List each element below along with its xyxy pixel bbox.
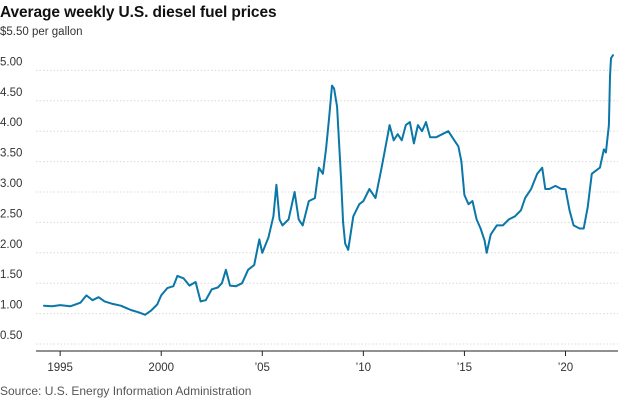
y-tick-label: 1.50: [0, 269, 22, 281]
source-note: Source: U.S. Energy Information Administ…: [0, 384, 252, 398]
y-tick-label: 1.00: [0, 300, 22, 312]
x-tick-label: ’20: [558, 362, 573, 374]
y-tick-label: 2.00: [0, 239, 22, 251]
y-tick-label: 4.50: [0, 87, 22, 99]
series-line-diesel-price: [43, 54, 614, 316]
y-tick-label: 0.50: [0, 330, 22, 342]
x-axis: 1995 2000 ’05 ’10 ’15 ’20: [36, 350, 618, 374]
gridlines: [36, 69, 618, 345]
y-tick-label: 3.00: [0, 178, 22, 190]
y-tick-label: 3.50: [0, 148, 22, 160]
chart-title: Average weekly U.S. diesel fuel prices: [0, 4, 277, 21]
x-tick-label: ’15: [457, 362, 472, 374]
x-tick-label: ’10: [356, 362, 371, 374]
series-layer: [43, 54, 614, 316]
y-tick-label: 2.50: [0, 208, 22, 220]
x-tick-label: 2000: [148, 362, 174, 374]
y-axis-labels: $5.50 per gallon 5.00 4.50 4.00 3.50 3.00 2.50…: [0, 26, 82, 342]
x-tick-label: 1995: [47, 362, 73, 374]
x-tick-label: ’05: [255, 362, 270, 374]
y-tick-label: 5.00: [0, 56, 22, 68]
y-tick-label: $5.50 per gallon: [0, 26, 82, 38]
y-tick-label: 4.00: [0, 117, 22, 129]
